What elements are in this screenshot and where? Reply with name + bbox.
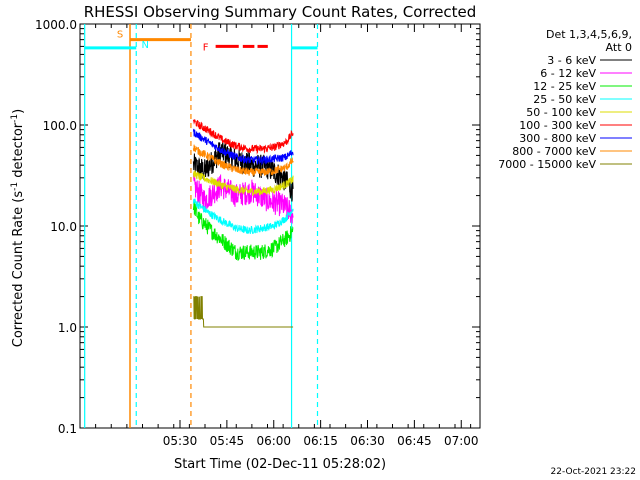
- y-tick-label: 100.0: [43, 119, 77, 133]
- series-line: [192, 198, 294, 235]
- series-line: [192, 200, 294, 262]
- y-tick-label: 1000.0: [35, 18, 77, 32]
- chart-title: RHESSI Observing Summary Count Rates, Co…: [84, 3, 477, 21]
- x-tick-label: 06:45: [397, 434, 432, 448]
- legend-entry-label: 50 - 100 keV: [526, 106, 596, 119]
- x-tick-label: 05:30: [163, 434, 198, 448]
- data-series: [192, 119, 294, 328]
- axis-ticks: 1000.0 100.0 10.0 1.0 0.1 05:30 05:45 06:00 06:1…: [35, 18, 480, 448]
- footer-date: 22-Oct-2021 23:22: [551, 467, 636, 477]
- orbit-annotations: S N F: [84, 24, 319, 428]
- x-tick-label: 06:15: [303, 434, 338, 448]
- x-tick-label: 06:00: [256, 434, 291, 448]
- y-tick-label: 10.0: [50, 220, 77, 234]
- legend-header-2: Att 0: [606, 41, 632, 54]
- x-tick-label: 06:30: [350, 434, 385, 448]
- legend-entry-label: 7000 - 15000 keV: [498, 158, 596, 171]
- y-tick-label: 1.0: [58, 321, 77, 335]
- legend-entry-label: 12 - 25 keV: [533, 80, 596, 93]
- x-tick-label: 07:00: [444, 434, 479, 448]
- series-line: [192, 170, 294, 196]
- legend-entry-label: 25 - 50 keV: [533, 93, 596, 106]
- series-line: [193, 296, 294, 328]
- night-label: N: [142, 40, 149, 51]
- y-axis-label: Corrected Count Rate (s-1 detector-1): [10, 109, 26, 347]
- legend-entry-label: 6 - 12 keV: [540, 67, 596, 80]
- x-tick-label: 05:45: [210, 434, 245, 448]
- legend-entry-label: 100 - 300 keV: [519, 119, 596, 132]
- series-line: [192, 144, 294, 177]
- flare-label: F: [203, 42, 209, 53]
- y-tick-label: 0.1: [58, 422, 77, 436]
- series-line: [192, 119, 294, 155]
- legend-entry-label: 800 - 7000 keV: [512, 145, 596, 158]
- legend-header-1: Det 1,3,4,5,6,9,: [546, 28, 632, 41]
- legend-entry-label: 3 - 6 keV: [547, 54, 596, 67]
- saa-label: S: [117, 30, 123, 41]
- series-line: [192, 128, 294, 166]
- legend-entry-label: 300 - 800 keV: [519, 132, 596, 145]
- x-axis-label: Start Time (02-Dec-11 05:28:02): [174, 457, 386, 472]
